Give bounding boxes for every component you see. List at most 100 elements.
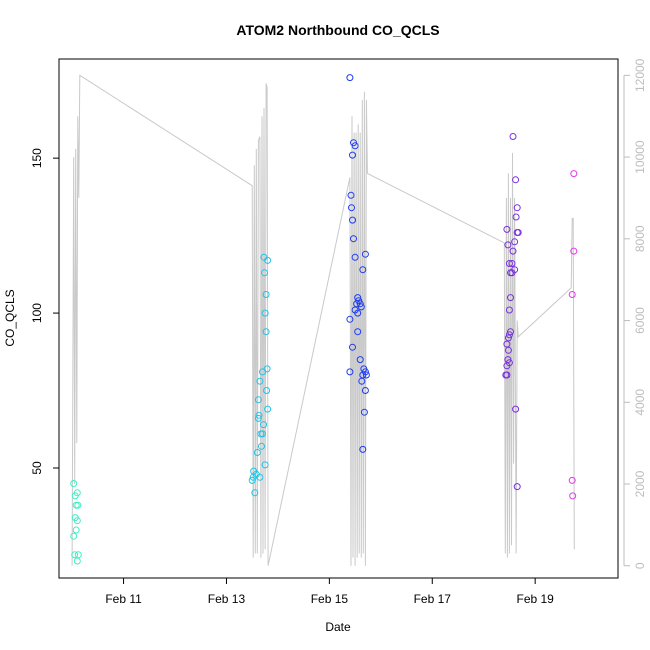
data-point	[264, 405, 272, 413]
data-point	[357, 303, 365, 311]
data-point	[259, 430, 266, 438]
data-point	[513, 483, 521, 491]
data-point	[256, 377, 264, 385]
data-point	[254, 414, 262, 422]
y-axis: 50 100 150	[30, 148, 59, 475]
data-point	[260, 421, 267, 429]
data-point	[261, 269, 268, 277]
data-point	[256, 473, 264, 481]
data-point	[349, 151, 356, 159]
data-point	[254, 396, 262, 404]
data-point	[261, 309, 269, 317]
data-point	[351, 142, 359, 150]
data-point	[351, 253, 359, 261]
data-point	[512, 405, 520, 413]
data-point	[504, 334, 512, 342]
data-point	[513, 204, 521, 212]
x-axis-label: Date	[325, 620, 351, 634]
data-point	[507, 294, 514, 302]
data-point	[511, 266, 519, 274]
x-tick-label: Feb 15	[311, 592, 349, 606]
data-point	[505, 359, 513, 367]
data-point	[70, 532, 78, 540]
data-point	[73, 517, 81, 525]
y2-tick-label: 8000	[633, 225, 647, 252]
y-axis-right: 0 2000 4000 6000 8000 10000 12000	[623, 58, 647, 569]
altitude-line-layer	[71, 74, 575, 566]
data-point	[507, 328, 514, 336]
data-point	[512, 213, 520, 221]
data-point	[569, 492, 577, 500]
data-point	[350, 235, 357, 243]
data-point	[359, 266, 367, 274]
data-point	[348, 204, 355, 212]
data-point	[70, 480, 78, 487]
data-point	[503, 371, 511, 379]
data-point	[71, 551, 79, 559]
data-point	[503, 225, 511, 233]
data-point	[264, 256, 272, 264]
y2-tick-label: 0	[633, 562, 647, 569]
y-tick-label: 50	[30, 461, 44, 475]
data-point	[73, 489, 81, 497]
data-point	[361, 250, 369, 258]
data-point	[72, 526, 80, 534]
data-point	[570, 170, 578, 178]
data-point	[504, 346, 512, 354]
x-tick-label: Feb 19	[516, 592, 554, 606]
data-point	[255, 411, 263, 419]
data-point	[346, 368, 354, 376]
data-point	[361, 387, 369, 394]
data-point	[568, 476, 576, 484]
x-tick-label: Feb 11	[105, 592, 142, 606]
x-tick-label: Feb 17	[414, 592, 452, 606]
data-point	[514, 229, 522, 236]
y2-tick-label: 4000	[633, 389, 647, 416]
data-point	[509, 247, 517, 255]
data-point	[263, 365, 271, 373]
data-point	[251, 489, 259, 497]
data-point	[503, 340, 511, 348]
data-point	[354, 309, 362, 317]
data-point	[261, 461, 269, 469]
data-point	[356, 356, 364, 364]
data-point	[358, 377, 366, 385]
y-tick-label: 150	[30, 148, 44, 168]
data-point	[346, 315, 354, 323]
y2-tick-label: 12000	[633, 58, 647, 92]
data-point	[263, 387, 271, 394]
data-point	[347, 191, 355, 199]
y2-tick-label: 2000	[633, 470, 647, 497]
data-point	[512, 176, 520, 184]
data-point	[356, 300, 364, 308]
chart-title: ATOM2 Northbound CO_QCLS	[236, 22, 439, 38]
data-point	[508, 260, 516, 267]
x-tick-label: Feb 13	[208, 592, 246, 606]
data-point	[354, 328, 362, 336]
data-point	[262, 291, 270, 298]
data-point	[349, 216, 356, 224]
data-point	[570, 247, 578, 255]
y2-tick-label: 6000	[633, 307, 647, 334]
data-point	[362, 371, 370, 379]
y-axis-label: CO_QCLS	[3, 289, 17, 346]
data-point	[74, 501, 82, 509]
data-point	[509, 133, 517, 140]
y-tick-label: 100	[30, 303, 44, 323]
data-point	[360, 408, 368, 416]
x-axis: Feb 11 Feb 13 Feb 15 Feb 17 Feb 19	[105, 578, 554, 606]
data-points-layer	[70, 74, 578, 565]
plot-frame	[58, 58, 619, 579]
data-point	[73, 557, 81, 565]
data-point	[258, 442, 265, 450]
data-point	[505, 306, 513, 314]
data-point	[248, 476, 256, 484]
data-point	[253, 449, 261, 456]
data-point	[568, 291, 576, 298]
data-point	[346, 74, 354, 82]
data-point	[262, 328, 270, 336]
altitude-line	[71, 74, 575, 566]
data-point	[349, 343, 356, 351]
y2-tick-label: 10000	[633, 140, 647, 174]
data-point	[505, 331, 513, 339]
